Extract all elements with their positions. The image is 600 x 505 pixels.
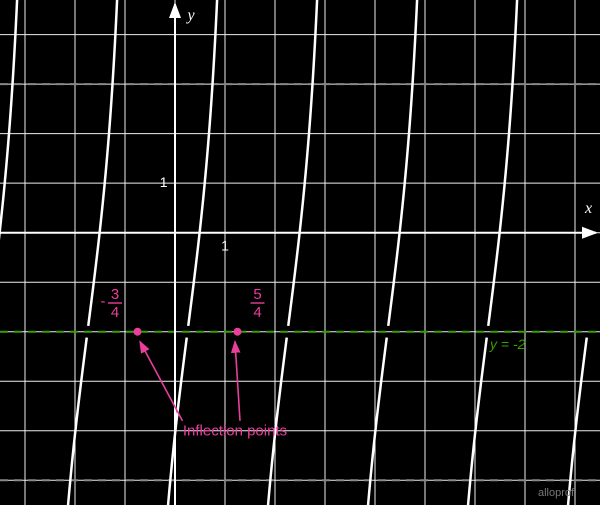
fraction-label: 54 — [251, 286, 265, 321]
annotation-text: Inflection points — [183, 423, 287, 440]
tan-branch — [488, 0, 587, 505]
x-axis-label: x — [584, 200, 592, 217]
tan-chart: y = -2xy11-3454Inflection pointsalloprof — [0, 0, 600, 505]
y-axis-label: y — [186, 7, 196, 24]
tan-branch — [388, 0, 487, 505]
fraction-den: 4 — [253, 304, 261, 321]
tan-branch — [88, 0, 187, 505]
tick-label: 1 — [160, 174, 168, 190]
fraction-sign: - — [101, 293, 106, 310]
tick-label: 1 — [221, 238, 229, 254]
tan-branch — [288, 0, 387, 505]
midline-label: y = -2 — [489, 336, 526, 352]
inflection-point — [134, 328, 142, 336]
inflection-point — [234, 328, 242, 336]
fraction-label: -34 — [101, 286, 123, 321]
fraction-num: 5 — [253, 286, 261, 303]
tan-branch — [0, 0, 87, 505]
fraction-den: 4 — [111, 304, 119, 321]
watermark: alloprof — [538, 487, 575, 499]
fraction-num: 3 — [111, 286, 119, 303]
